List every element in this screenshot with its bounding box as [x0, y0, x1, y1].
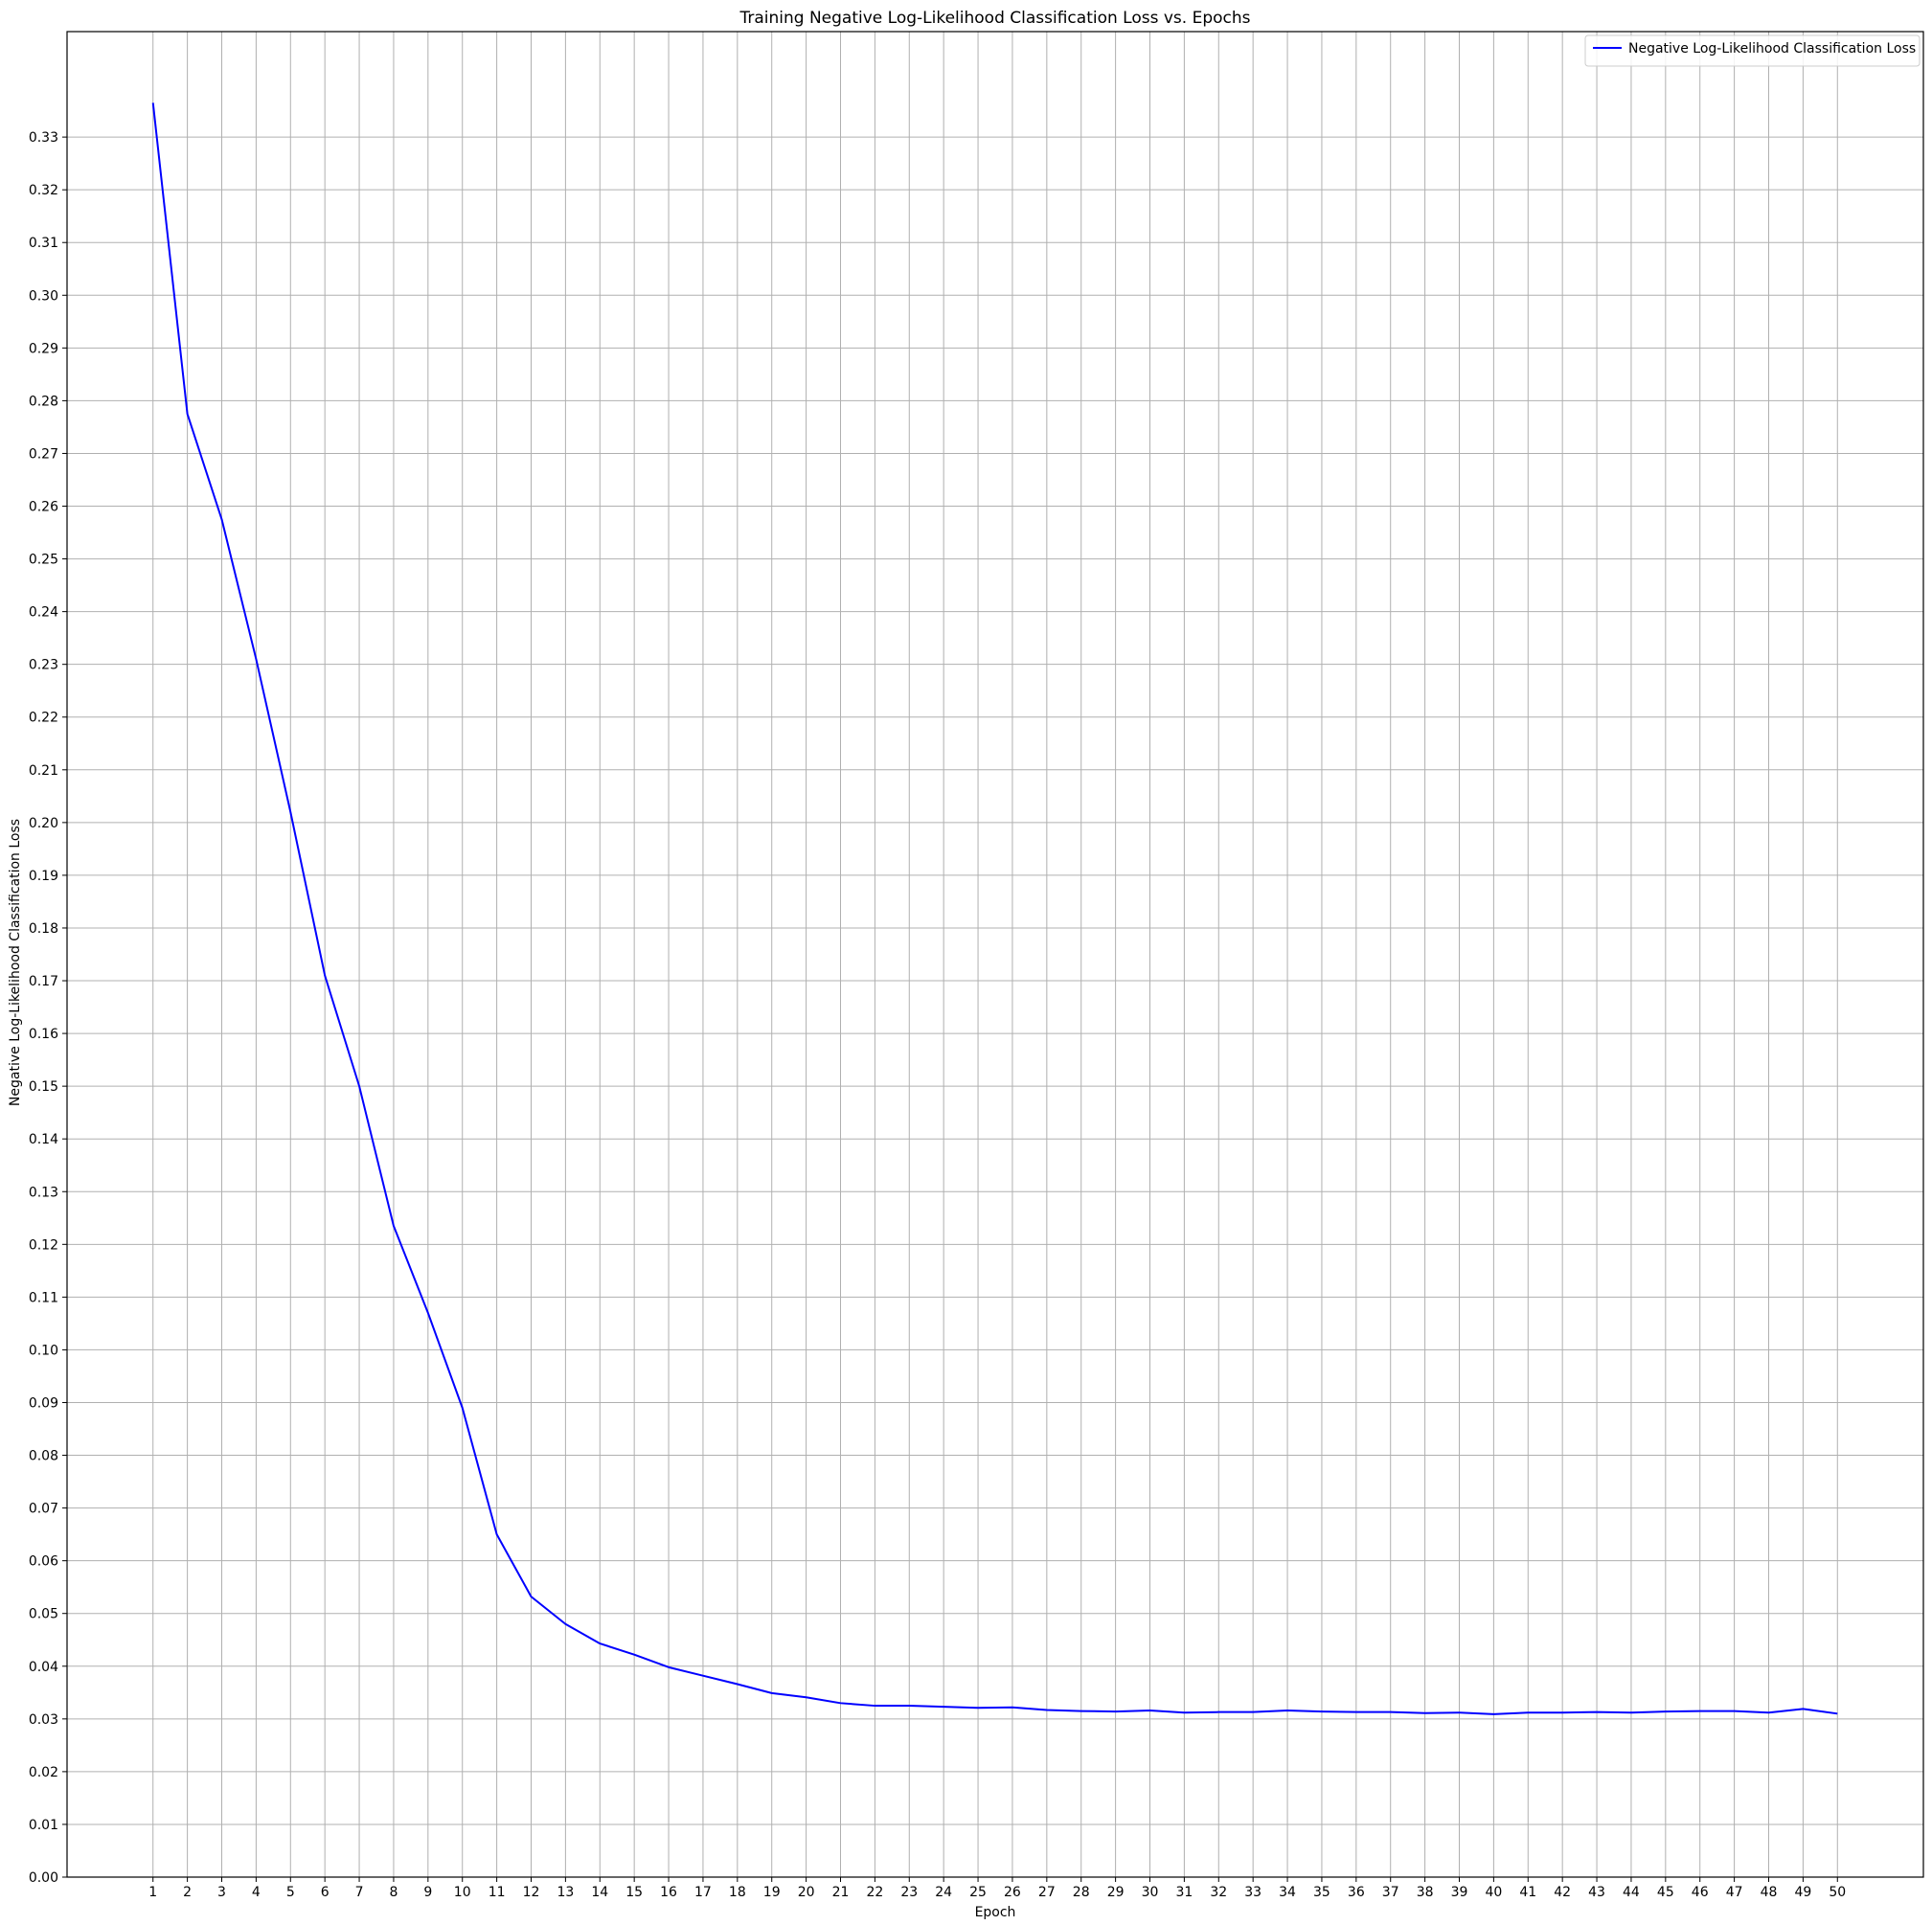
x-tick-label: 15: [625, 1885, 643, 1900]
x-tick-label: 24: [935, 1885, 952, 1900]
x-tick-label: 26: [1004, 1885, 1021, 1900]
x-tick-label: 32: [1210, 1885, 1227, 1900]
x-tick-label: 5: [286, 1885, 295, 1900]
y-tick-label: 0.18: [29, 921, 58, 937]
grid: [67, 32, 1923, 1878]
y-tick-label: 0.22: [29, 711, 58, 726]
x-tick-label: 39: [1451, 1885, 1468, 1900]
x-tick-label: 37: [1382, 1885, 1399, 1900]
x-tick-label: 9: [423, 1885, 432, 1900]
chart-title: Training Negative Log-Likelihood Classif…: [739, 9, 1250, 28]
y-tick-label: 0.20: [29, 816, 58, 831]
x-tick-label: 31: [1175, 1885, 1193, 1900]
series-line: [151, 102, 1838, 1715]
y-tick-label: 0.21: [29, 763, 58, 779]
x-tick-label: 50: [1829, 1885, 1846, 1900]
x-tick-label: 22: [866, 1885, 883, 1900]
y-tick-label: 0.07: [29, 1502, 58, 1517]
x-tick-label: 16: [660, 1885, 677, 1900]
x-tick-label: 10: [454, 1885, 471, 1900]
y-tick-label: 0.11: [29, 1290, 58, 1305]
x-tick-label: 23: [900, 1885, 918, 1900]
x-tick-label: 44: [1623, 1885, 1640, 1900]
y-tick-label: 0.16: [29, 1027, 58, 1042]
x-tick-label: 6: [321, 1885, 330, 1900]
y-tick-label: 0.29: [29, 341, 58, 356]
y-tick-label: 0.32: [29, 183, 58, 198]
x-tick-label: 12: [523, 1885, 540, 1900]
y-tick-label: 0.06: [29, 1554, 58, 1570]
y-axis-label: Negative Log-Likelihood Classification L…: [8, 819, 23, 1106]
x-tick-label: 17: [694, 1885, 712, 1900]
x-axis: 1 2 3 4 5 6 7 8 9 10 11 12 13 14 15 16 17 18 19 20 21 22 23 24 2…: [148, 1877, 1846, 1900]
x-tick-label: 2: [183, 1885, 192, 1900]
x-tick-label: 8: [389, 1885, 398, 1900]
x-tick-label: 30: [1142, 1885, 1159, 1900]
y-tick-label: 0.27: [29, 446, 58, 462]
y-tick-label: 0.33: [29, 130, 58, 146]
x-tick-label: 40: [1485, 1885, 1502, 1900]
y-tick-label: 0.13: [29, 1185, 58, 1200]
x-tick-label: 25: [969, 1885, 987, 1900]
y-tick-label: 0.15: [29, 1079, 58, 1095]
x-tick-label: 4: [252, 1885, 261, 1900]
x-tick-label: 3: [217, 1885, 226, 1900]
legend-box: [1584, 34, 1921, 67]
x-tick-label: 36: [1348, 1885, 1365, 1900]
x-tick-label: 48: [1761, 1885, 1778, 1900]
x-tick-label: 45: [1657, 1885, 1674, 1900]
y-tick-label: 0.24: [29, 605, 58, 621]
y-tick-label: 0.17: [29, 974, 58, 989]
y-tick-label: 0.03: [29, 1712, 58, 1728]
legend-label: Negative Log-Likelihood Classification L…: [1628, 41, 1916, 57]
y-tick-label: 0.19: [29, 869, 58, 884]
y-tick-label: 0.25: [29, 553, 58, 568]
x-tick-label: 1: [148, 1885, 157, 1900]
y-tick-label: 0.02: [29, 1765, 58, 1780]
x-tick-label: 27: [1038, 1885, 1056, 1900]
x-tick-label: 42: [1554, 1885, 1571, 1900]
x-tick-label: 41: [1519, 1885, 1536, 1900]
x-tick-label: 29: [1107, 1885, 1125, 1900]
y-tick-label: 0.09: [29, 1395, 58, 1411]
x-tick-label: 34: [1279, 1885, 1296, 1900]
y-tick-label: 0.12: [29, 1237, 58, 1253]
x-tick-label: 11: [489, 1885, 506, 1900]
y-tick-label: 0.00: [29, 1870, 58, 1886]
x-tick-label: 7: [355, 1885, 364, 1900]
y-tick-label: 0.05: [29, 1607, 58, 1622]
x-tick-label: 49: [1794, 1885, 1811, 1900]
x-tick-label: 38: [1417, 1885, 1434, 1900]
x-tick-label: 33: [1244, 1885, 1261, 1900]
x-tick-label: 21: [832, 1885, 850, 1900]
x-axis-label: Epoch: [975, 1905, 1016, 1920]
x-tick-label: 14: [591, 1885, 608, 1900]
legend: Negative Log-Likelihood Classification L…: [1584, 34, 1921, 67]
x-tick-label: 19: [763, 1885, 781, 1900]
y-tick-label: 0.30: [29, 288, 58, 304]
x-tick-label: 46: [1692, 1885, 1709, 1900]
x-tick-label: 47: [1726, 1885, 1743, 1900]
plot-frame: [66, 31, 1924, 1878]
x-tick-label: 28: [1073, 1885, 1090, 1900]
x-tick-label: 35: [1313, 1885, 1330, 1900]
y-tick-label: 0.28: [29, 394, 58, 409]
y-tick-label: 0.04: [29, 1660, 58, 1675]
series-layer: [151, 102, 1838, 1715]
x-tick-label: 18: [729, 1885, 746, 1900]
y-tick-label: 0.31: [29, 236, 58, 251]
y-tick-label: 0.26: [29, 500, 58, 515]
x-tick-label: 20: [798, 1885, 815, 1900]
y-tick-label: 0.14: [29, 1132, 58, 1147]
y-tick-label: 0.08: [29, 1449, 58, 1464]
y-tick-label: 0.01: [29, 1818, 58, 1833]
y-axis: 0.00 0.01 0.02 0.03 0.04 0.05 0.06 0.07 0.08 0.09…: [29, 130, 67, 1886]
x-tick-label: 43: [1588, 1885, 1605, 1900]
y-tick-label: 0.10: [29, 1343, 58, 1358]
y-tick-label: 0.23: [29, 658, 58, 673]
x-tick-label: 13: [557, 1885, 574, 1900]
